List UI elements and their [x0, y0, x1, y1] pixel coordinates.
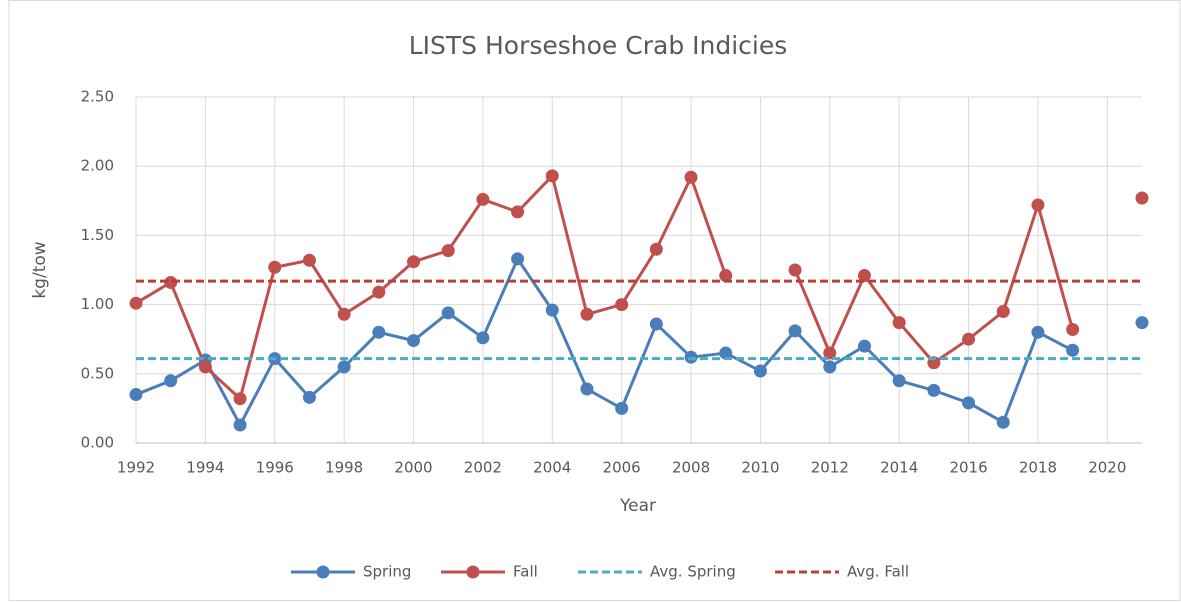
x-tick-label: 2012	[811, 459, 849, 477]
data-point	[788, 324, 802, 338]
data-point	[892, 316, 906, 330]
data-point	[580, 382, 594, 396]
data-point	[337, 307, 351, 321]
chart-title: LISTS Horseshoe Crab Indicies	[409, 31, 788, 60]
data-point	[857, 269, 871, 283]
data-point	[545, 303, 559, 317]
x-tick-label: 1994	[186, 459, 224, 477]
legend-label: Avg. Spring	[650, 563, 736, 581]
data-point	[407, 334, 421, 348]
y-tick-label: 0.00	[81, 434, 114, 452]
data-point	[302, 253, 316, 267]
y-tick-label: 1.50	[81, 226, 114, 244]
data-point	[615, 401, 629, 415]
data-point	[441, 244, 455, 258]
chart-frame	[8, 0, 1181, 601]
data-point	[1066, 323, 1080, 337]
y-tick-label: 1.00	[81, 295, 114, 313]
series-line	[135, 255, 1074, 429]
data-point	[580, 307, 594, 321]
data-point	[302, 390, 316, 404]
x-tick-label: 2000	[394, 459, 432, 477]
data-point	[649, 317, 663, 331]
data-point	[233, 418, 247, 432]
data-point	[1066, 343, 1080, 357]
data-point	[268, 260, 282, 274]
data-point	[372, 325, 386, 339]
data-point	[753, 364, 767, 378]
data-point	[996, 305, 1010, 319]
legend-label: Avg. Fall	[847, 563, 909, 581]
x-axis-label: Year	[619, 496, 656, 516]
data-point	[164, 275, 178, 289]
legend-label: Fall	[513, 563, 538, 581]
data-point	[927, 383, 941, 397]
data-point	[129, 388, 143, 402]
data-point	[372, 285, 386, 299]
data-point	[823, 346, 837, 360]
data-point	[788, 263, 802, 277]
data-point	[476, 192, 490, 206]
data-point	[129, 296, 143, 310]
data-point	[1031, 325, 1045, 339]
data-point	[684, 170, 698, 184]
data-point	[1135, 191, 1149, 205]
data-point	[198, 360, 212, 374]
data-point	[823, 360, 837, 374]
x-tick-label: 2018	[1019, 459, 1057, 477]
data-point	[441, 306, 455, 320]
data-point	[407, 255, 421, 269]
x-tick-label: 2006	[603, 459, 641, 477]
data-point	[476, 331, 490, 345]
x-tick-label: 2004	[533, 459, 571, 477]
x-tick-label: 2008	[672, 459, 710, 477]
x-tick-label: 1998	[325, 459, 363, 477]
legend-marker	[466, 565, 480, 579]
data-point	[996, 415, 1010, 429]
data-point	[892, 374, 906, 388]
data-point	[962, 396, 976, 410]
legend-label: Spring	[363, 563, 411, 581]
data-point	[857, 339, 871, 353]
y-tick-label: 0.50	[81, 364, 114, 382]
data-point	[962, 332, 976, 346]
y-tick-label: 2.50	[81, 88, 114, 106]
y-tick-label: 2.00	[81, 157, 114, 175]
x-tick-label: 1996	[256, 459, 294, 477]
data-point	[511, 252, 525, 266]
x-tick-label: 1992	[117, 459, 155, 477]
y-axis-label: kg/tow	[30, 241, 50, 298]
data-point	[545, 169, 559, 183]
data-point	[233, 392, 247, 406]
data-point	[164, 374, 178, 388]
data-point	[1031, 198, 1045, 212]
x-tick-label: 2002	[464, 459, 502, 477]
x-tick-label: 2010	[741, 459, 779, 477]
data-point	[719, 346, 733, 360]
x-tick-label: 2016	[949, 459, 987, 477]
x-tick-label: 2020	[1088, 459, 1126, 477]
x-tick-label: 2014	[880, 459, 918, 477]
data-point	[649, 242, 663, 256]
data-point	[337, 360, 351, 374]
data-point	[1135, 316, 1149, 330]
series-line	[135, 172, 728, 402]
data-point	[615, 298, 629, 312]
data-point	[511, 205, 525, 219]
legend-marker	[316, 565, 330, 579]
data-point	[719, 269, 733, 283]
